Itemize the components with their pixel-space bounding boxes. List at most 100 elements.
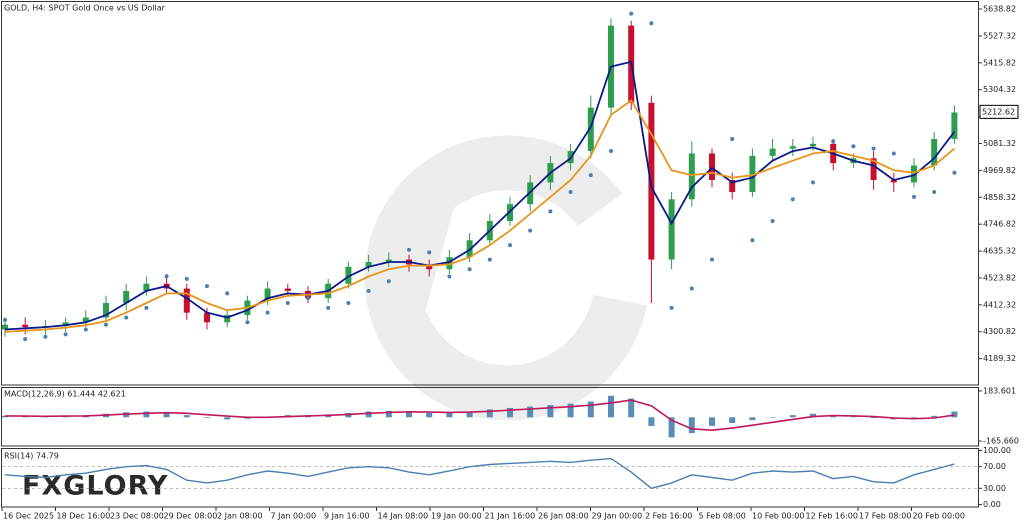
sar-dot bbox=[326, 305, 331, 310]
candle-body bbox=[769, 148, 776, 156]
macd-bar bbox=[951, 411, 958, 418]
candle-body bbox=[870, 158, 877, 180]
sar-dot bbox=[467, 267, 472, 272]
candle-body bbox=[103, 302, 109, 318]
sar-dot bbox=[528, 228, 533, 233]
macd-bar bbox=[527, 406, 534, 418]
macd-bar bbox=[769, 417, 776, 418]
sar-dot bbox=[891, 151, 896, 156]
sar-dot bbox=[285, 300, 290, 305]
macd-bar bbox=[406, 411, 412, 418]
y-tick-label: 4858.32 bbox=[983, 193, 1016, 202]
x-tick-label: 12 Feb 16:00 bbox=[806, 512, 858, 521]
macd-signal bbox=[4, 399, 955, 432]
sar-dot bbox=[104, 322, 108, 327]
sar-dot bbox=[184, 276, 189, 281]
x-tick-label: 7 Jan 00:00 bbox=[271, 512, 317, 521]
price-label: 5212.62 bbox=[982, 107, 1015, 116]
macd-bar bbox=[22, 416, 29, 418]
sar-dot bbox=[3, 317, 7, 322]
macd-bar bbox=[709, 417, 715, 426]
x-tick-label: 14 Jan 08:00 bbox=[378, 512, 429, 521]
macd-bar bbox=[608, 395, 614, 418]
y-tick-label: 5415.82 bbox=[983, 58, 1016, 67]
sar-dot bbox=[689, 286, 694, 291]
macd-bar bbox=[365, 411, 372, 418]
candle-body bbox=[426, 264, 433, 270]
candle-body bbox=[264, 288, 271, 301]
brand-logo: FXGLORY bbox=[22, 471, 168, 502]
macd-bar bbox=[385, 410, 392, 418]
sar-dot bbox=[43, 334, 48, 339]
macd-bar bbox=[547, 405, 554, 418]
sar-dot bbox=[205, 284, 209, 289]
sar-dot bbox=[407, 247, 411, 252]
sar-dot bbox=[609, 149, 613, 154]
macd-bar bbox=[789, 415, 796, 418]
candle-body bbox=[143, 283, 150, 291]
x-tick-label: 2 Jan 08:00 bbox=[217, 512, 263, 521]
macd-bar bbox=[850, 416, 857, 418]
candle-body bbox=[204, 312, 210, 323]
sar-dot bbox=[871, 146, 876, 151]
sar-dot bbox=[912, 194, 916, 199]
candle-body bbox=[62, 322, 69, 326]
macd-bar bbox=[143, 411, 150, 418]
y-tick-label: 5638.82 bbox=[983, 5, 1016, 14]
y-tick-label: 4523.82 bbox=[983, 273, 1016, 282]
candle-body bbox=[2, 324, 8, 330]
y-tick-label: 4969.82 bbox=[983, 166, 1016, 175]
candle-body bbox=[931, 138, 938, 166]
macd-bar bbox=[870, 417, 877, 419]
candle-body bbox=[709, 153, 715, 180]
sar-dot bbox=[770, 218, 775, 223]
chart-title: GOLD, H4: SPOT Gold Once vs US Dollar bbox=[4, 4, 166, 13]
y-tick-label: 0.00 bbox=[983, 500, 1001, 509]
sar-dot bbox=[952, 170, 957, 175]
candle-body bbox=[224, 315, 231, 323]
sar-dot bbox=[508, 243, 512, 248]
sar-dot bbox=[831, 139, 836, 144]
sar-dot bbox=[366, 288, 371, 293]
candle-body bbox=[911, 165, 917, 183]
sar-dot bbox=[851, 144, 856, 149]
x-tick-label: 29 Jan 00:00 bbox=[592, 512, 643, 521]
x-tick-label: 9 Jan 16:00 bbox=[324, 512, 370, 521]
x-tick-label: 17 Feb 08:00 bbox=[859, 512, 911, 521]
y-tick-label: 5304.32 bbox=[983, 85, 1016, 94]
sar-dot bbox=[265, 310, 270, 315]
macd-bar bbox=[729, 417, 736, 424]
candle-body bbox=[749, 155, 756, 193]
macd-bar bbox=[931, 415, 938, 418]
sar-dot bbox=[144, 305, 149, 310]
y-tick-label: 4746.82 bbox=[983, 220, 1016, 229]
candle-body bbox=[668, 199, 675, 260]
sar-dot bbox=[164, 274, 169, 279]
y-tick-label: 4412.32 bbox=[983, 300, 1016, 309]
candle-body bbox=[688, 153, 695, 200]
candle-body bbox=[729, 179, 736, 193]
sar-dot bbox=[649, 21, 654, 26]
macd-bar bbox=[466, 411, 473, 418]
candle-body bbox=[648, 102, 655, 260]
sar-dot bbox=[710, 257, 714, 262]
y-tick-label: 5527.32 bbox=[983, 31, 1016, 40]
y-tick-label: 30.00 bbox=[983, 484, 1006, 493]
sar-dot bbox=[629, 11, 634, 16]
candle-body bbox=[22, 324, 29, 328]
macd-bar bbox=[426, 412, 433, 418]
x-tick-label: 23 Dec 08:00 bbox=[110, 512, 164, 521]
sar-dot bbox=[790, 197, 795, 202]
y-tick-label: 100.00 bbox=[983, 446, 1011, 455]
candle-body bbox=[810, 143, 816, 147]
y-tick-label: 5081.32 bbox=[983, 139, 1016, 148]
sar-dot bbox=[83, 327, 88, 332]
macd-bar bbox=[486, 409, 493, 418]
macd-bar bbox=[507, 407, 513, 418]
macd-bar bbox=[587, 401, 594, 418]
x-tick-label: 19 Jan 00:00 bbox=[431, 512, 482, 521]
moving-average bbox=[4, 60, 956, 331]
y-tick-label: 4635.32 bbox=[983, 247, 1016, 256]
macd-bar bbox=[567, 403, 574, 418]
